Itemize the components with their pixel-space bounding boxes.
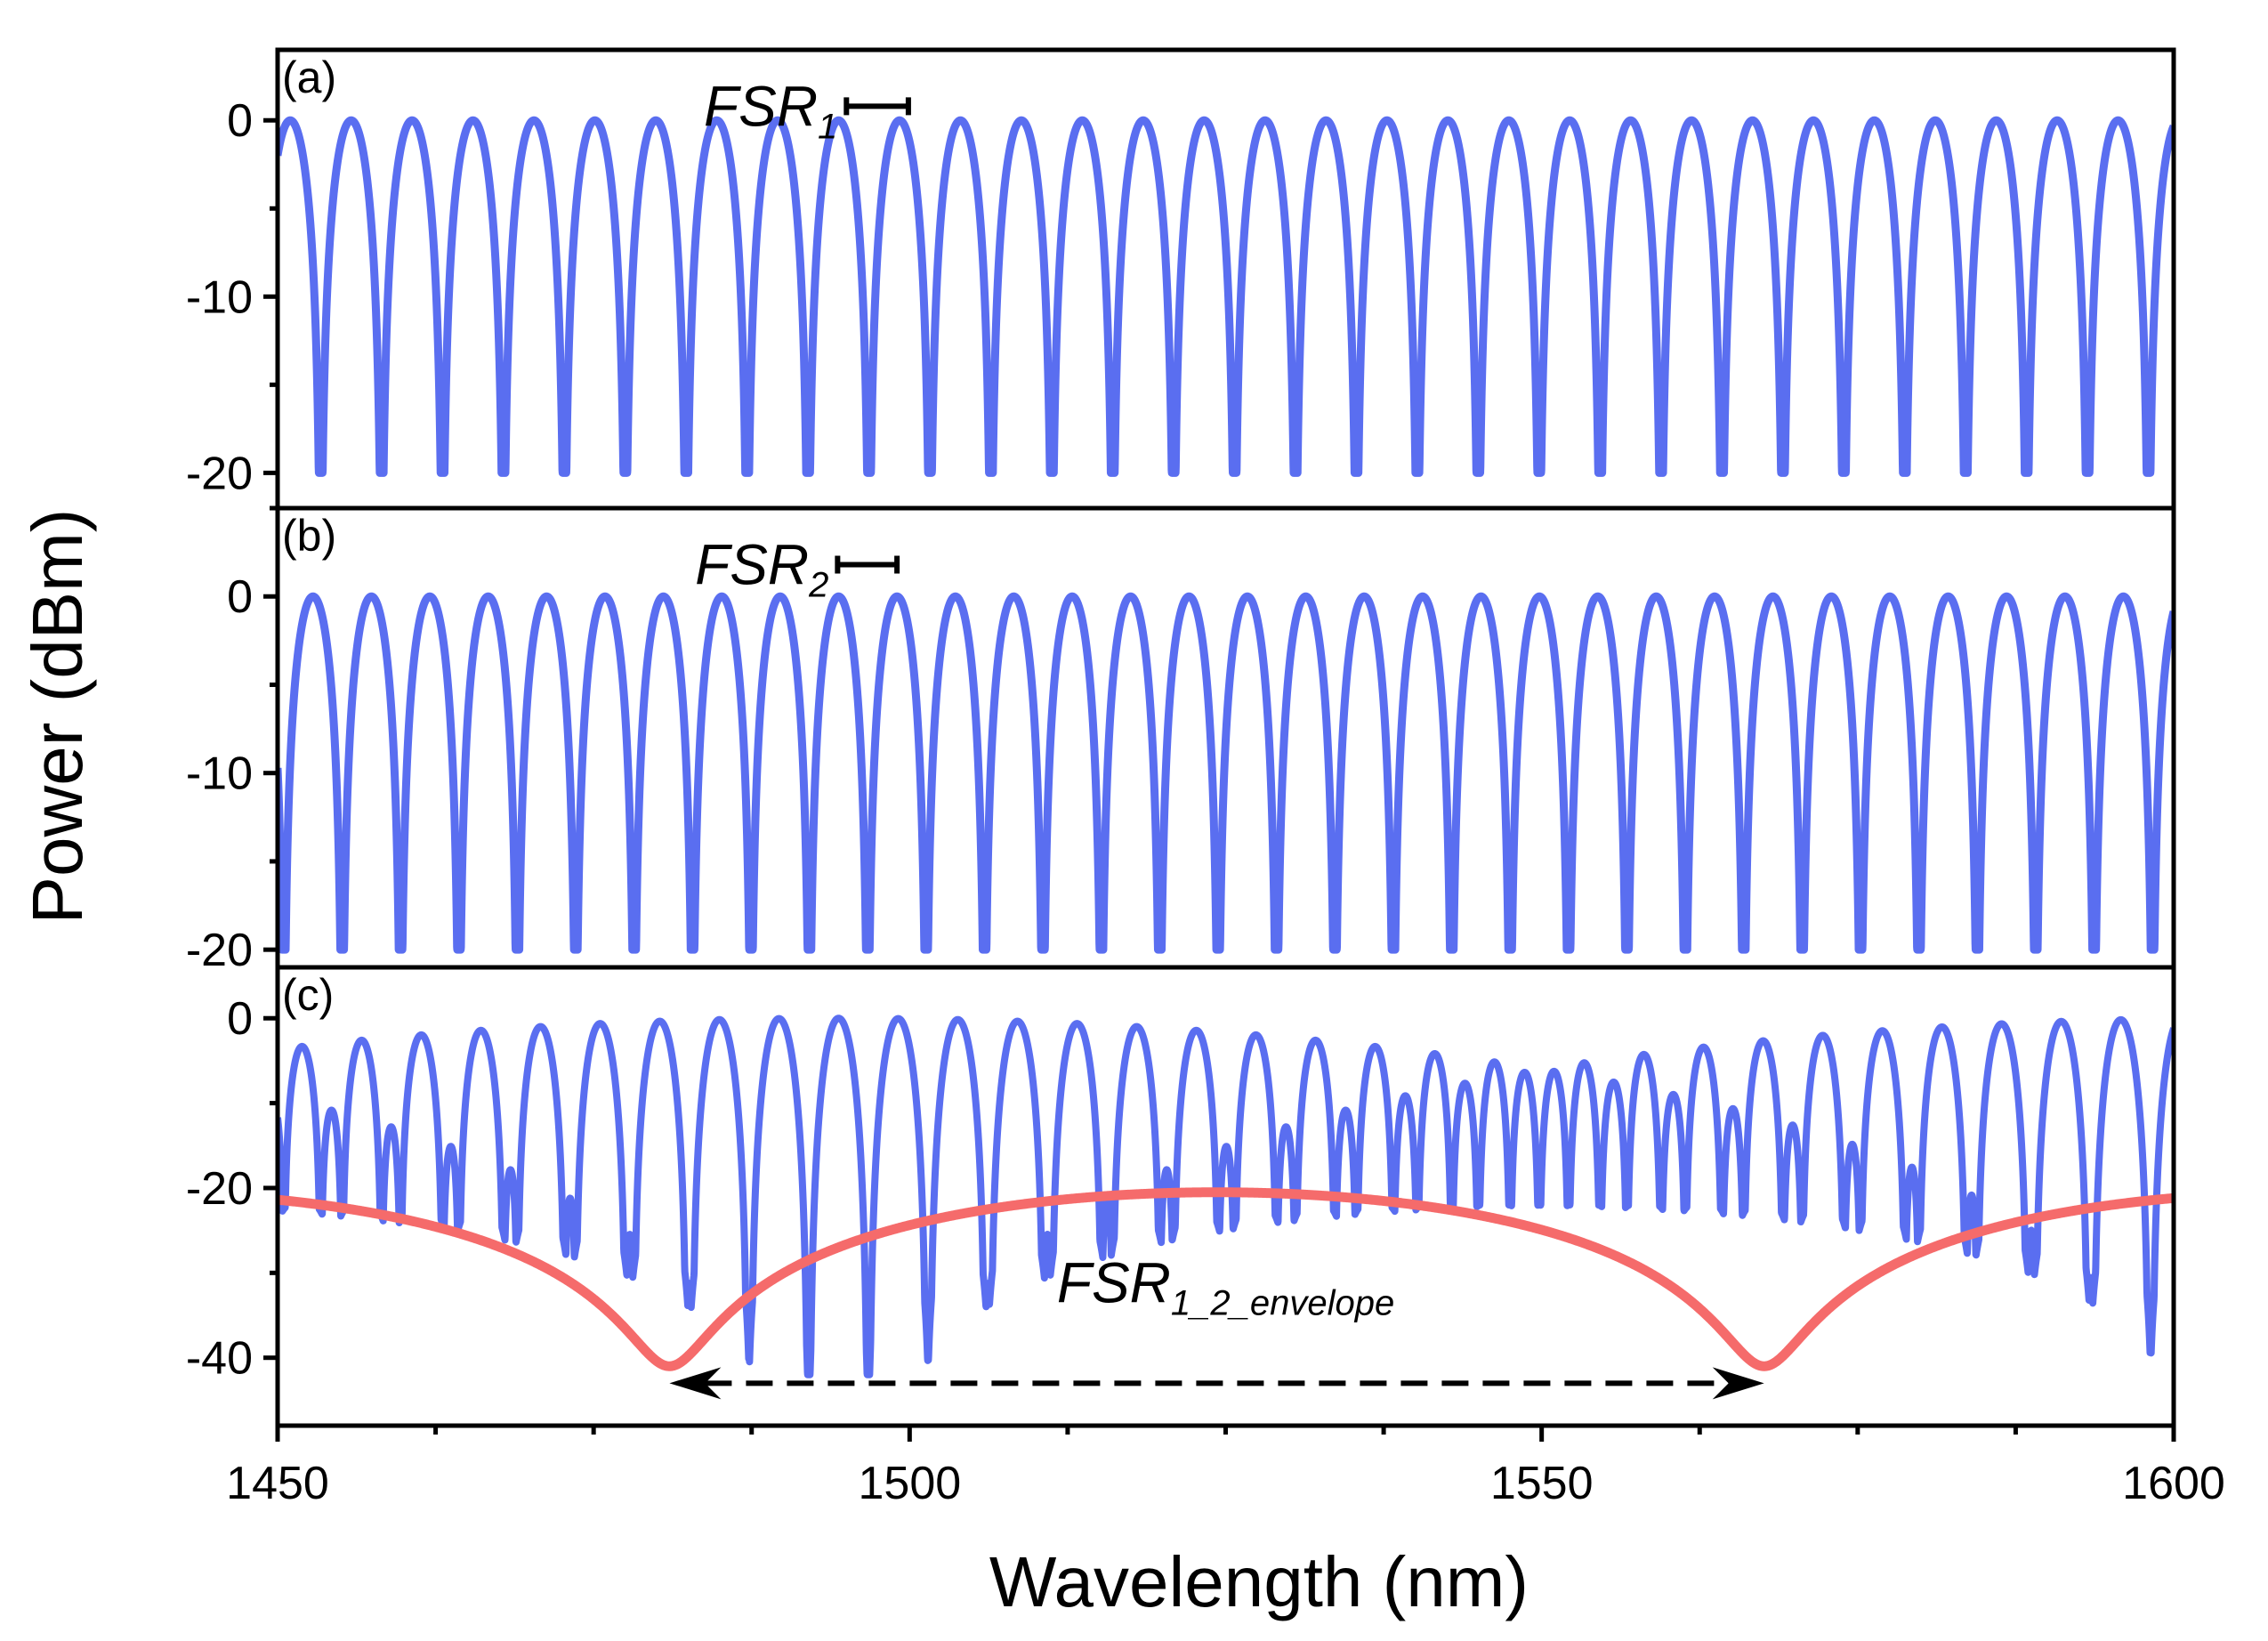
panel-label: (a) (282, 53, 336, 102)
x-tick-label: 1450 (226, 1458, 329, 1509)
y-axis-title: Power (dBm) (18, 509, 97, 925)
fsr-annotation-subscript: 1 (818, 107, 837, 146)
y-tick-label: -20 (186, 1163, 253, 1215)
x-tick-label: 1550 (1490, 1458, 1594, 1509)
x-tick-label: 1500 (858, 1458, 961, 1509)
y-tick-label: -40 (186, 1333, 253, 1385)
y-tick-label: -10 (186, 748, 253, 800)
arrowhead-right (1712, 1367, 1764, 1400)
fsr-annotation-label: FSR1 (704, 74, 837, 146)
x-axis-title: Wavelength (nm) (989, 1542, 1529, 1621)
panel-label: (c) (282, 970, 334, 1020)
y-tick-label: -20 (186, 925, 253, 976)
arrowhead-left (669, 1367, 722, 1400)
envelope-fsr-label: FSR1_2_envelope (1057, 1251, 1394, 1323)
fsr-annotation-subscript: 2 (808, 566, 828, 605)
panel-b: 0 -10 -20 (b) FSR2 (186, 505, 2176, 976)
envelope-fsr-subscript: 1_2_envelope (1171, 1284, 1394, 1323)
panel-c: 0 -20 -40 1450 1500 1550 1600 (c) FSR1_2_envelop… (186, 965, 2225, 1509)
series-line-cascaded-spectrum (278, 1015, 2174, 1378)
y-tick-label: 0 (227, 95, 253, 147)
series-line-interferometer-2-spectrum (278, 592, 2174, 954)
panel-label: (b) (282, 511, 336, 561)
series-line-interferometer-1-spectrum (278, 116, 2174, 477)
panel-a: 0 -10 -20 (a) FSR1 (186, 47, 2176, 511)
series-line-envelope (278, 1187, 2174, 1371)
y-tick-label: 0 (227, 571, 253, 623)
y-tick-label: -10 (186, 271, 253, 323)
panels-group: 0 -10 -20 (a) FSR1 0 -10 -20 (b) FSR2 0 -20 -40 1450 1… (186, 47, 2225, 1509)
fsr-annotation-label: FSR2 (695, 533, 828, 605)
x-tick-label: 1600 (2122, 1458, 2225, 1509)
y-tick-label: 0 (227, 993, 253, 1045)
y-tick-label: -20 (186, 448, 253, 499)
